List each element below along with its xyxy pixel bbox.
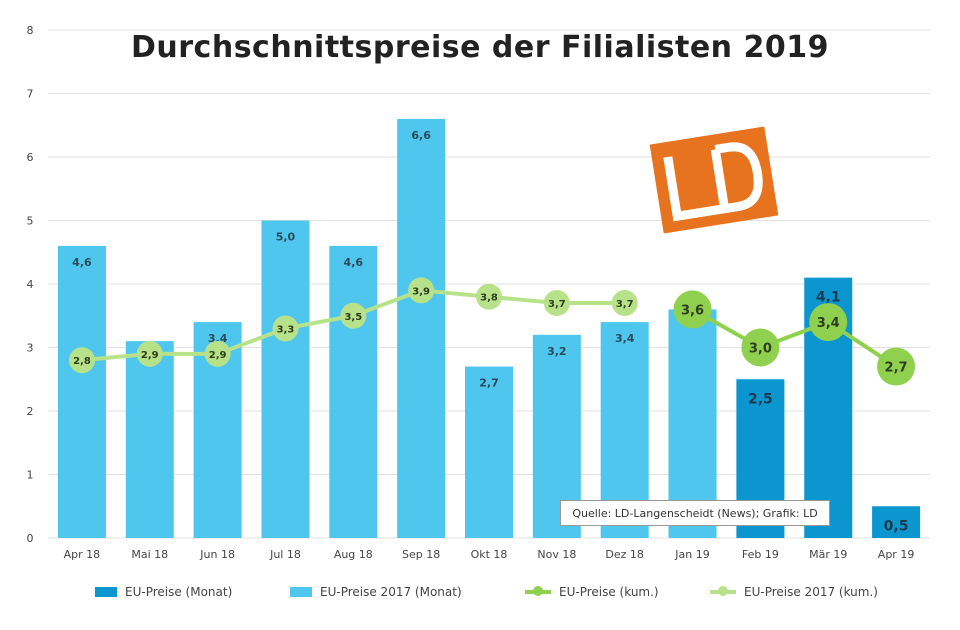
legend-swatch (95, 587, 117, 597)
legend-label: EU-Preise (Monat) (125, 585, 233, 599)
legend-item-eu-preise-2017-kum: EU-Preise 2017 (kum.) (710, 585, 878, 599)
logo-letter-d (710, 142, 763, 214)
y-tick-label: 2 (27, 405, 34, 418)
y-tick-label: 3 (27, 342, 34, 355)
x-tick-label: Sep 18 (402, 548, 440, 561)
line-point (204, 340, 231, 367)
point-data-label: 3,9 (412, 286, 430, 297)
bar (329, 245, 378, 538)
x-axis-labels: Apr 18 Mai 18 Jun 18 Jul 18 Aug 18 Sep 18 Okt … (64, 548, 915, 561)
x-tick-label: Aug 18 (334, 548, 373, 561)
line-point (136, 340, 163, 367)
series-line (691, 307, 898, 369)
legend-label: EU-Preise (kum.) (559, 585, 659, 599)
bar (397, 118, 446, 539)
x-tick-label: Mai 18 (131, 548, 168, 561)
line-point (543, 290, 570, 317)
point-data-label: 2,8 (73, 356, 91, 367)
bar-data-label: 4,6 (344, 256, 364, 269)
legend-item-eu-preise-2017-monat: EU-Preise 2017 (Monat) (290, 585, 462, 599)
y-tick-label: 5 (27, 215, 34, 228)
y-tick-label: 4 (27, 278, 34, 291)
line-point (272, 315, 299, 342)
line-point (611, 290, 638, 317)
y-tick-label: 8 (27, 24, 34, 37)
y-tick-label: 7 (27, 88, 34, 101)
y-axis-labels: 0 1 2 3 4 5 6 7 8 (27, 24, 34, 545)
point-data-label: 3,6 (681, 303, 704, 318)
bar-data-label: 2,5 (748, 391, 773, 407)
x-tick-label: Jan 19 (674, 548, 709, 561)
bar (872, 506, 921, 538)
x-tick-label: Nov 18 (537, 548, 576, 561)
x-tick-label: Mär 19 (809, 548, 847, 561)
x-tick-label: Jul 18 (269, 548, 301, 561)
point-data-label: 2,9 (141, 350, 159, 361)
point-data-label: 3,3 (277, 324, 295, 335)
bar (57, 245, 106, 538)
point-data-label: 3,7 (548, 299, 566, 310)
line-point (809, 303, 848, 342)
y-tick-label: 0 (27, 532, 34, 545)
chart-lines: 3,6 3,0 3,4 2,7 2,8 2,9 2,9 3,3 3,5 3,9 3,8 3,7 3,7 (68, 277, 916, 386)
y-tick-label: 6 (27, 151, 34, 164)
x-tick-label: Okt 18 (471, 548, 508, 561)
y-tick-label: 1 (27, 469, 34, 482)
point-data-label: 3,0 (749, 342, 772, 357)
bar-data-label: 6,6 (411, 129, 431, 142)
legend: EU-Preise (Monat) EU-Preise 2017 (Monat)… (0, 585, 960, 609)
legend-swatch (710, 586, 736, 596)
point-data-label: 3,4 (817, 316, 840, 331)
bar-data-label: 0,5 (884, 518, 909, 534)
bar-data-label: 4,6 (72, 256, 92, 269)
legend-label: EU-Preise 2017 (kum.) (744, 585, 878, 599)
line-point (476, 283, 502, 310)
x-tick-label: Apr 18 (64, 548, 101, 561)
bar (125, 341, 174, 538)
x-tick-label: Dez 18 (605, 548, 644, 561)
point-data-label: 2,7 (885, 361, 908, 376)
legend-item-eu-preise-monat: EU-Preise (Monat) (95, 585, 232, 599)
bar-data-label: 2,7 (479, 377, 499, 390)
line-point (741, 328, 780, 367)
chart-title: Durchschnittspreise der Filialisten 2019 (131, 30, 829, 65)
legend-item-eu-preise-kum: EU-Preise (kum.) (525, 585, 659, 599)
x-tick-label: Feb 19 (742, 548, 779, 561)
bar-data-label: 4,1 (816, 290, 841, 306)
point-data-label: 3,5 (344, 312, 362, 323)
ld-logo (649, 126, 779, 234)
legend-swatch (290, 587, 312, 597)
bar (465, 366, 513, 538)
source-note: Quelle: LD-Langenscheidt (News); Grafik:… (560, 500, 830, 526)
line-point (68, 347, 95, 374)
legend-label: EU-Preise 2017 (Monat) (320, 585, 462, 599)
point-data-label: 3,7 (616, 299, 634, 310)
bar (261, 220, 310, 538)
point-data-label: 3,8 (480, 293, 498, 304)
bar-data-label: 3,4 (615, 332, 635, 345)
x-tick-label: Apr 19 (878, 548, 915, 561)
line-point (877, 347, 916, 386)
point-data-label: 2,9 (209, 350, 227, 361)
x-tick-label: Jun 18 (199, 548, 235, 561)
legend-swatch (525, 586, 551, 596)
line-point (340, 302, 367, 329)
bar (668, 309, 717, 538)
bar-data-label: 3,2 (547, 345, 567, 358)
line-point (408, 277, 435, 304)
chart-bars: 3,32,54,10,54,63,13,45,04,66,62,73,23,4 (57, 118, 921, 539)
bar-data-label: 5,0 (276, 231, 296, 244)
line-point (673, 290, 712, 329)
logo-letter-l (663, 156, 726, 222)
